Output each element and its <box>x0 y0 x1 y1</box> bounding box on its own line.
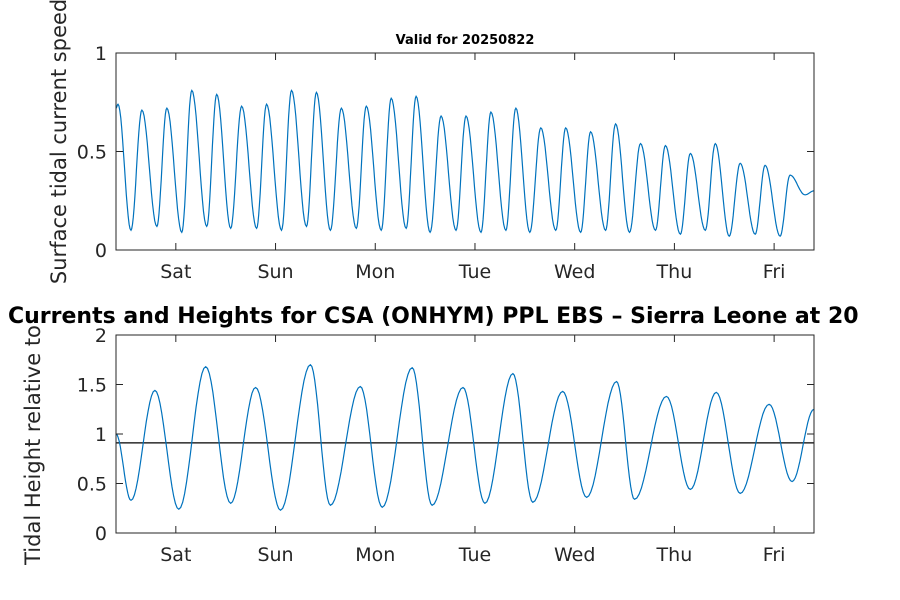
current-speed-x-tick-label-sat: Sat <box>160 261 191 283</box>
current-speed-y-tick-label: 0.5 <box>77 142 107 164</box>
tidal-height-series-line <box>115 363 815 511</box>
tidal-height-x-ticks: Sat Sun Mon Tue Wed Thu Fri <box>160 335 785 566</box>
current-speed-x-ticks: Sat Sun Mon Tue Wed Thu Fri <box>160 53 785 283</box>
current-speed-x-tick-label-fri: Fri <box>763 261 786 283</box>
tidal-height-x-tick-label-mon: Mon <box>355 544 395 566</box>
current-speed-plot-area <box>116 53 814 250</box>
main-chart-title: Currents and Heights for CSA (ONHYM) PPL… <box>8 304 859 329</box>
current-speed-y-axis-label-text: Surface tidal current speed, kn <box>47 0 71 284</box>
current-speed-panel: 00.51 Sat Sun Mon Tue Wed Thu Fri Valid for 20… <box>77 33 815 283</box>
tidal-height-x-tick-label-thu: Thu <box>656 544 693 566</box>
current-speed-x-tick-label-thu: Thu <box>656 261 693 283</box>
current-speed-title: Valid for 20250822 <box>396 33 535 48</box>
tidal-height-x-tick-label-wed: Wed <box>554 544 595 566</box>
tidal-height-panel: 0 0.5 1 1.5 2 Sat Sun Mon Tue Wed Thu Fri <box>77 325 815 566</box>
tidal-height-x-tick-label-sat: Sat <box>160 544 191 566</box>
tidal-height-x-tick-label-tue: Tue <box>458 544 491 566</box>
tidal-height-y-tick-label: 1.5 <box>77 375 107 397</box>
current-speed-x-tick-label-sun: Sun <box>257 261 293 283</box>
current-speed-x-tick-label-mon: Mon <box>355 261 395 283</box>
current-speed-x-tick-label-wed: Wed <box>554 261 595 283</box>
current-speed-series-line <box>115 89 814 238</box>
tidal-height-y-tick-label: 1 <box>95 424 107 446</box>
tidal-height-plot-area <box>116 335 814 533</box>
tidal-height-y-tick-label: 2 <box>95 325 107 347</box>
tidal-height-y-tick-label: 0 <box>95 523 107 545</box>
current-speed-y-tick-label: 1 <box>95 43 107 65</box>
current-speed-y-tick-label: 0 <box>95 240 107 262</box>
current-speed-x-tick-label-tue: Tue <box>458 261 491 283</box>
current-speed-y-ticks: 00.51 <box>77 43 814 262</box>
tidal-height-y-axis-label-text: Tidal Height relative to <box>21 325 45 566</box>
tidal-height-x-tick-label-fri: Fri <box>763 544 786 566</box>
tidal-height-x-tick-label-sun: Sun <box>257 544 293 566</box>
tidal-height-y-tick-label: 0.5 <box>77 474 107 496</box>
tidal-height-y-ticks: 0 0.5 1 1.5 2 <box>77 325 814 545</box>
